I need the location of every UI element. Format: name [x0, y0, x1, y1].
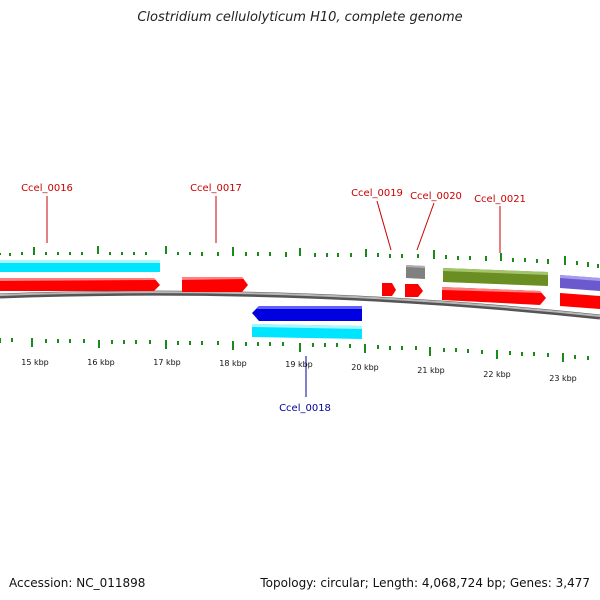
gene-label-ccel-0020: Ccel_0020	[410, 191, 462, 202]
scale-label: 21 kbp	[417, 366, 445, 375]
feature-cyan-upper[interactable]	[0, 260, 160, 272]
gene-label-ccel-0019: Ccel_0019	[351, 188, 403, 199]
forward-ticks	[0, 246, 599, 268]
feature-purple[interactable]	[560, 275, 600, 291]
scale-label: 18 kbp	[219, 359, 247, 368]
genome-backbone	[0, 290, 600, 320]
scale-label: 20 kbp	[351, 363, 379, 372]
scale-label: 17 kbp	[153, 358, 181, 367]
gene-label-ccel-0017: Ccel_0017	[190, 183, 242, 194]
label-leader-lines	[46, 196, 501, 397]
scale-label: 15 kbp	[21, 358, 49, 367]
feature-red-0017[interactable]	[182, 277, 248, 292]
feature-red-0016[interactable]	[0, 278, 160, 291]
gene-label-ccel-0021: Ccel_0021	[474, 194, 526, 205]
feature-red-0021[interactable]	[442, 287, 546, 305]
feature-blue-0018[interactable]	[252, 306, 362, 321]
genome-stats-text: Topology: circular; Length: 4,068,724 bp…	[260, 576, 590, 590]
gene-label-ccel-0018: Ccel_0018	[279, 403, 331, 414]
feature-cyan-lower[interactable]	[252, 324, 362, 339]
feature-gray[interactable]	[406, 265, 425, 279]
scale-label: 23 kbp	[549, 374, 577, 383]
scale-label: 19 kbp	[285, 360, 313, 369]
map-title: Clostridium cellulolyticum H10, complete…	[137, 10, 463, 25]
feature-red-0019[interactable]	[382, 283, 396, 296]
accession-text: Accession: NC_011898	[9, 576, 146, 590]
feature-red-0020[interactable]	[405, 284, 423, 297]
reverse-ticks	[0, 338, 589, 362]
gene-label-ccel-0016: Ccel_0016	[21, 183, 73, 194]
scale-labels: 15 kbp 16 kbp 17 kbp 18 kbp 19 kbp 20 kb…	[21, 358, 577, 383]
feature-olive[interactable]	[443, 268, 548, 286]
feature-red-right[interactable]	[560, 293, 600, 309]
scale-label: 22 kbp	[483, 370, 511, 379]
scale-label: 16 kbp	[87, 358, 115, 367]
